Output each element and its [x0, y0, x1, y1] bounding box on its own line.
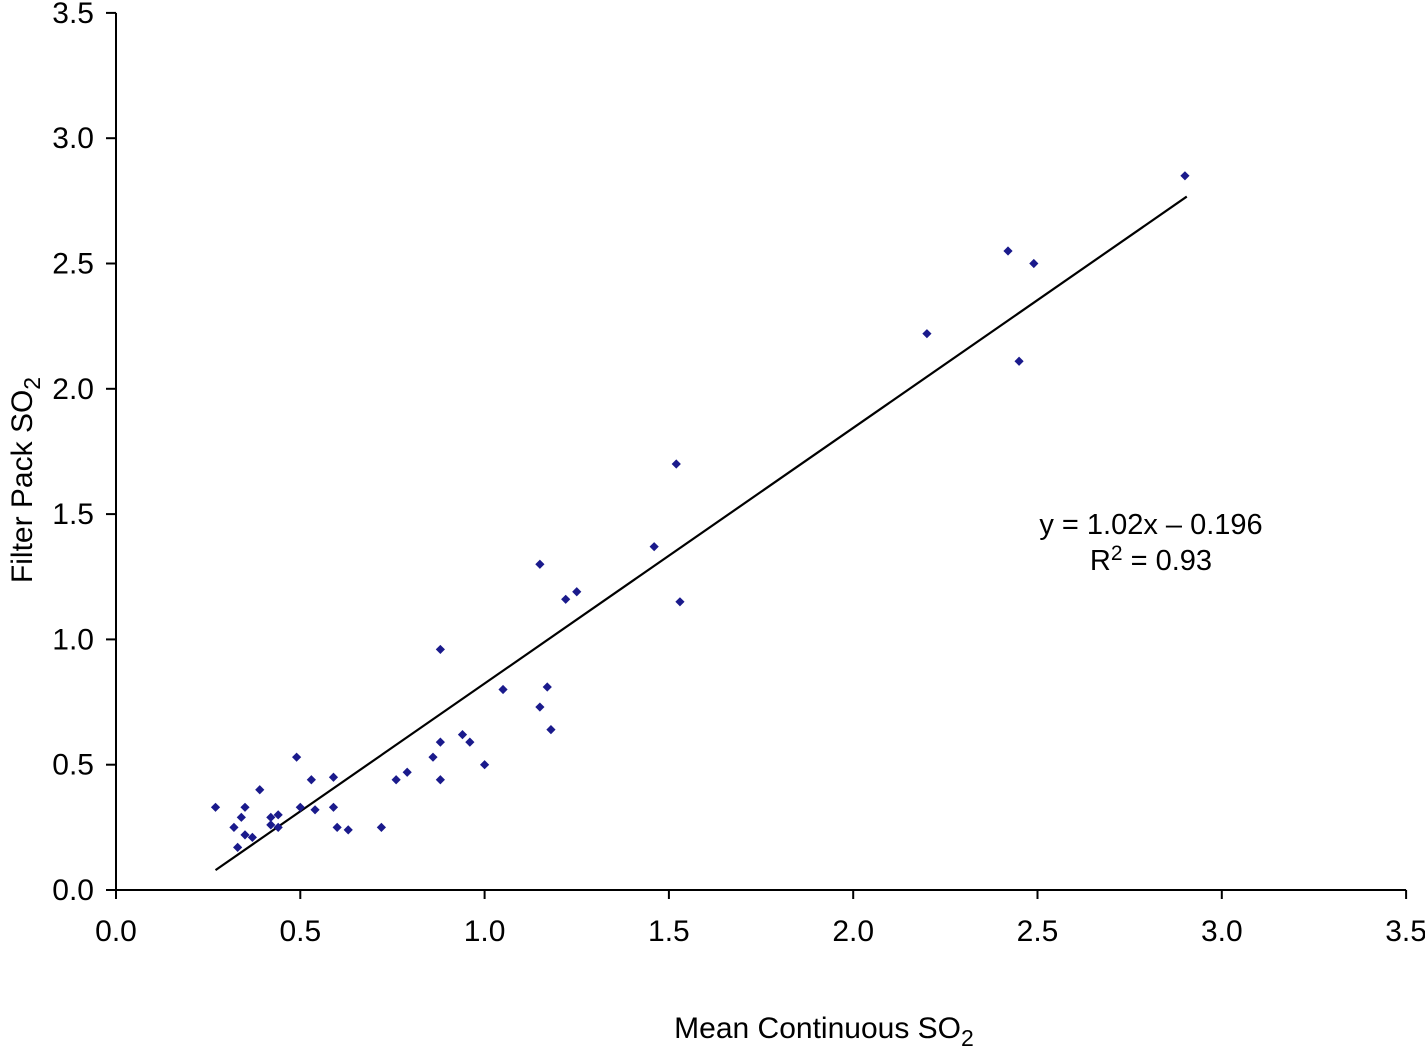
axes [115, 12, 1407, 891]
data-point-marker [1029, 258, 1039, 269]
x-axis-title-text: Mean Continuous SO2 [674, 1012, 974, 1051]
data-point-marker [1014, 356, 1024, 366]
data-point-marker [675, 597, 685, 607]
data-point-marker [266, 812, 276, 822]
data-points [210, 171, 1190, 852]
data-point-marker [457, 730, 468, 740]
data-point-marker [391, 775, 401, 785]
data-point-marker [343, 825, 353, 835]
x-axis-ticks [115, 890, 1408, 899]
r-squared-line: R2 = 0.93 [1090, 542, 1212, 577]
data-point-marker [233, 842, 243, 852]
data-point-marker [295, 802, 305, 812]
data-point-marker [535, 559, 545, 569]
data-point-marker [240, 802, 250, 812]
y-axis-tick-labels: 0.0 0.5 1.0 1.5 2.0 2.5 3.0 3.5 [52, 0, 94, 907]
data-point-marker [266, 820, 276, 830]
data-point-marker [1003, 246, 1013, 256]
data-point-marker [480, 760, 490, 770]
y-tick-label: 1.5 [52, 498, 94, 531]
y-tick-label: 0.5 [52, 749, 94, 782]
y-tick-label: 2.0 [52, 373, 94, 406]
data-point-marker [328, 772, 339, 782]
data-point-marker [292, 752, 302, 762]
data-point-marker [465, 737, 475, 747]
x-tick-label: 3.0 [1201, 915, 1243, 948]
data-point-marker [535, 702, 545, 712]
data-point-marker [240, 830, 250, 840]
x-axis-tick-labels: 0.0 0.5 1.0 1.5 2.0 2.5 3.0 3.5 [95, 915, 1425, 948]
data-point-marker [310, 805, 320, 815]
data-point-marker [306, 775, 316, 785]
data-point-marker [671, 459, 681, 469]
data-point-marker [255, 785, 265, 795]
data-point-marker [328, 802, 339, 812]
x-axis-title: Mean Continuous SO2 [674, 1012, 974, 1051]
y-axis-ticks [106, 11, 116, 891]
equation-line: y = 1.02x – 0.196 [1039, 509, 1262, 541]
data-point-marker [561, 594, 571, 604]
x-tick-label: 2.5 [1017, 915, 1059, 948]
y-tick-label: 1.0 [52, 623, 94, 656]
data-point-marker [273, 822, 283, 832]
y-axis-title-text: Filter Pack SO2 [6, 377, 45, 583]
trendline [214, 195, 1188, 872]
data-point-marker [542, 682, 552, 692]
x-tick-label: 1.0 [464, 915, 506, 948]
trendline-segment [214, 195, 1188, 872]
data-point-marker [229, 822, 239, 832]
data-point-marker [498, 684, 508, 695]
x-tick-label: 1.5 [648, 915, 690, 948]
data-point-marker [247, 832, 257, 842]
data-point-marker [922, 329, 932, 339]
y-tick-label: 3.0 [52, 122, 94, 155]
data-point-marker [402, 767, 412, 777]
data-point-marker [273, 810, 283, 820]
data-point-marker [1180, 171, 1190, 181]
data-point-marker [332, 822, 342, 832]
data-point-marker [546, 725, 556, 735]
y-tick-label: 3.5 [52, 0, 94, 30]
data-point-marker [376, 822, 386, 832]
y-tick-label: 0.0 [52, 874, 94, 907]
data-point-marker [435, 775, 445, 785]
x-tick-label: 0.0 [95, 915, 137, 948]
data-point-marker [210, 802, 221, 812]
data-point-marker [236, 812, 246, 822]
data-point-marker [572, 587, 582, 597]
x-tick-label: 0.5 [279, 915, 321, 948]
data-point-marker [649, 542, 659, 552]
data-point-marker [428, 752, 438, 762]
x-tick-label: 2.0 [832, 915, 874, 948]
x-tick-label: 3.5 [1385, 915, 1425, 948]
data-point-marker [435, 737, 445, 747]
y-tick-label: 2.5 [52, 248, 94, 281]
y-axis-title: Filter Pack SO2 [6, 377, 45, 583]
data-point-marker [435, 644, 445, 655]
